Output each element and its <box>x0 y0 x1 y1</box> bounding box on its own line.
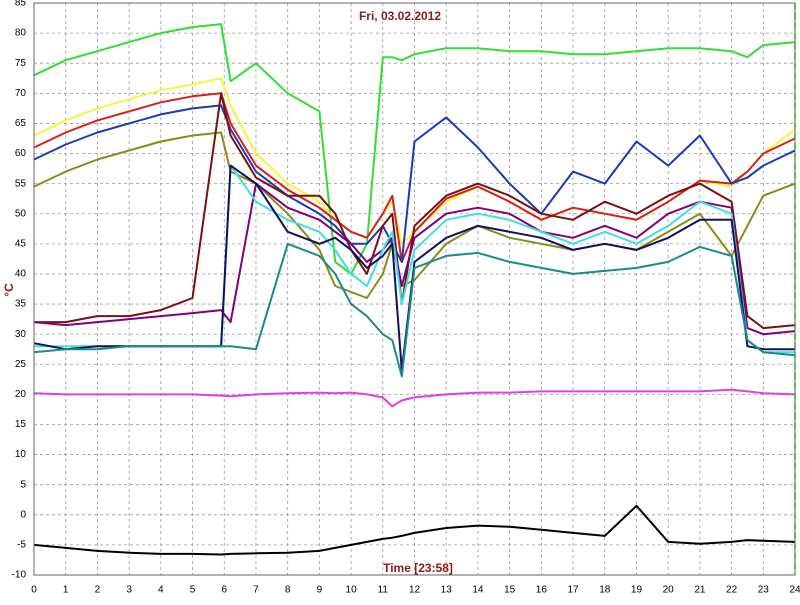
x-tick-label: 1 <box>63 585 69 596</box>
x-axis-label: Time [23:58] <box>383 561 453 575</box>
x-tick-label: 20 <box>663 585 675 596</box>
series-line <box>33 242 796 378</box>
x-tick-label: 6 <box>221 585 227 596</box>
x-tick-label: 4 <box>158 585 164 596</box>
x-tick-label: 9 <box>317 585 323 596</box>
y-tick-label: 80 <box>15 28 27 39</box>
x-tick-label: 0 <box>31 585 37 596</box>
y-tick-label: 20 <box>15 389 27 400</box>
x-tick-label: 23 <box>758 585 770 596</box>
y-tick-label: 60 <box>15 148 27 159</box>
x-tick-label: 13 <box>441 585 453 596</box>
y-tick-label: 40 <box>15 269 27 280</box>
series-line <box>33 504 796 556</box>
y-tick-label: 55 <box>15 178 27 189</box>
x-tick-label: 3 <box>126 585 132 596</box>
x-tick-label: 10 <box>346 585 358 596</box>
y-tick-label: 25 <box>15 359 27 370</box>
x-tick-label: 8 <box>285 585 291 596</box>
x-tick-label: 22 <box>726 585 738 596</box>
y-axis-label: °C <box>2 283 16 297</box>
y-tick-label: 70 <box>15 88 27 99</box>
x-tick-label: 16 <box>536 585 548 596</box>
series-line <box>33 388 796 408</box>
series-line <box>33 23 796 275</box>
x-tick-label: 11 <box>378 585 389 596</box>
series-line <box>34 92 796 330</box>
y-tick-label: 0 <box>20 509 26 520</box>
y-tick-label: 75 <box>15 58 27 69</box>
x-tick-label: 21 <box>694 585 706 596</box>
y-tick-label: 10 <box>15 449 27 460</box>
y-tick-label: 15 <box>15 419 27 430</box>
y-tick-label: -5 <box>17 540 26 551</box>
x-tick-label: 24 <box>789 585 800 596</box>
y-tick-label: 30 <box>15 329 27 340</box>
y-tick-label: -10 <box>12 570 27 581</box>
x-tick-label: 12 <box>409 585 421 596</box>
x-tick-label: 15 <box>504 585 516 596</box>
y-tick-label: 65 <box>15 118 27 129</box>
series-line <box>33 92 796 263</box>
y-tick-label: 35 <box>15 299 27 310</box>
y-tick-label: 5 <box>20 479 26 490</box>
x-tick-label: 5 <box>190 585 196 596</box>
y-tick-label: 50 <box>15 208 27 219</box>
x-tick-label: 18 <box>599 585 611 596</box>
x-tick-label: 2 <box>95 585 101 596</box>
x-tick-label: 17 <box>567 585 579 596</box>
x-tick-label: 7 <box>253 585 259 596</box>
x-tick-label: 14 <box>472 585 484 596</box>
lines <box>33 23 796 556</box>
y-tick-label: 85 <box>15 0 27 9</box>
chart-title: Fri, 03.02.2012 <box>359 9 441 23</box>
x-tick-label: 19 <box>631 585 643 596</box>
y-tick-label: 45 <box>15 238 27 249</box>
